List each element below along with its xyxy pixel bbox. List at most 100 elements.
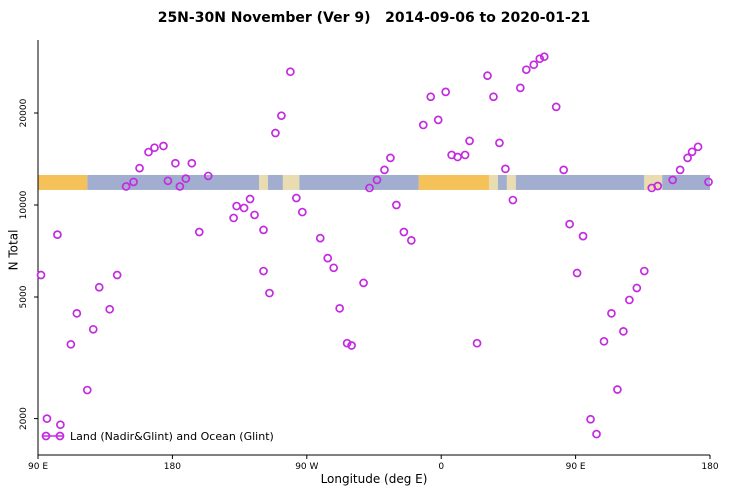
scatter-point (194, 227, 204, 237)
scatter-point (286, 67, 295, 77)
band-segment-land (418, 174, 489, 190)
scatter-point (323, 253, 333, 263)
scatter-point (539, 52, 549, 62)
scatter-point (483, 71, 492, 81)
legend-label: Land (Nadir&Glint) and Ocean (Glint) (70, 430, 274, 443)
scatter-point (105, 304, 115, 314)
scatter-point (88, 324, 98, 334)
scatter-point (372, 175, 382, 185)
band-segment-land (38, 174, 88, 190)
y-tick-label: 20000 (19, 98, 29, 127)
scatter-point (380, 165, 389, 175)
scatter-point (171, 158, 180, 168)
scatter-point (687, 147, 697, 157)
scatter-point (578, 231, 588, 241)
scatter-point (129, 177, 138, 187)
legend-marker-icon (55, 431, 65, 441)
scatter-point (489, 92, 498, 102)
scatter-point (632, 283, 642, 293)
scatter-point (460, 150, 470, 160)
scatter-point (559, 165, 569, 175)
band-segment-ocean (87, 174, 260, 190)
legend: Land (Nadir&Glint) and Ocean (Glint) (41, 430, 274, 443)
scatter-point (521, 65, 531, 75)
scatter-point (406, 236, 416, 245)
scatter-point (392, 200, 401, 210)
scatter-point (441, 87, 451, 97)
band-segment-ocean (662, 174, 710, 190)
scatter-point (501, 164, 510, 174)
scatter-point (515, 83, 525, 93)
scatter-point (386, 153, 395, 163)
scatter-point (121, 182, 131, 191)
x-tick-label: 180 (701, 462, 718, 472)
scatter-point (359, 278, 368, 288)
scatter-point (144, 147, 153, 157)
scatter-point (36, 270, 46, 280)
scatter-point (232, 201, 241, 211)
x-tick-label: 180 (164, 462, 181, 472)
scatter-point (472, 338, 482, 348)
x-axis-title: Longitude (deg E) (320, 472, 428, 486)
scatter-point (56, 420, 65, 430)
x-tick-label: 90 E (566, 462, 586, 472)
scatter-point (572, 268, 582, 278)
scatter-point (72, 309, 82, 318)
scatter-point (399, 227, 409, 237)
scatter-point (465, 136, 474, 146)
scatter-point (565, 219, 574, 229)
scatter-point (335, 304, 345, 313)
scatter-point (625, 295, 634, 305)
x-tick-label: 90 E (28, 462, 48, 472)
scatter-point (453, 152, 462, 162)
scatter-point (365, 183, 374, 193)
scatter-point (82, 385, 92, 395)
scatter-point (259, 266, 268, 276)
scatter-point (619, 326, 628, 336)
legend-marker-icon (41, 431, 51, 441)
scatter-points (36, 52, 713, 439)
scatter-point (291, 193, 301, 203)
scatter-point (277, 111, 286, 121)
scatter-point (159, 141, 168, 151)
chart-title: 25N-30N November (Ver 9) 2014-09-06 to 2… (157, 10, 591, 26)
scatter-point (181, 174, 191, 183)
scatter-point (433, 115, 443, 125)
scatter-point (418, 120, 428, 130)
scatter-point (675, 165, 685, 175)
scatter-point (112, 270, 122, 280)
scatter-point (529, 60, 539, 70)
scatter-point (66, 339, 76, 349)
band-segment-ocean (299, 174, 419, 190)
scatter-point (203, 171, 213, 181)
scatter-point (94, 282, 104, 292)
scatter-point (329, 263, 339, 273)
band-segment-ocean (515, 174, 645, 190)
band-segment-ocean (267, 174, 283, 190)
band-segment-land_light (488, 174, 498, 190)
scatter-point (592, 429, 601, 439)
scatter-point (508, 195, 518, 205)
scatter-point (535, 54, 545, 64)
scatter-point (599, 336, 609, 346)
band-segment-land_light (506, 174, 516, 190)
y-tick-label: 5000 (19, 285, 29, 308)
scatter-point (683, 153, 692, 163)
scatter-point (150, 143, 159, 153)
scatter-point (271, 128, 280, 138)
y-tick-label: 2000 (19, 407, 29, 430)
scatter-point (53, 230, 62, 239)
scatter-point (250, 210, 259, 220)
scatter-point (607, 309, 616, 318)
scatter-point (347, 341, 356, 350)
scatter-point (639, 266, 649, 276)
scatter-point (245, 194, 255, 204)
scatter-point (613, 385, 622, 394)
scatter-point (239, 203, 249, 213)
scatter-point (668, 175, 678, 185)
scatter-point (693, 142, 703, 152)
surface-type-band (38, 174, 710, 190)
scatter-point (297, 207, 307, 217)
